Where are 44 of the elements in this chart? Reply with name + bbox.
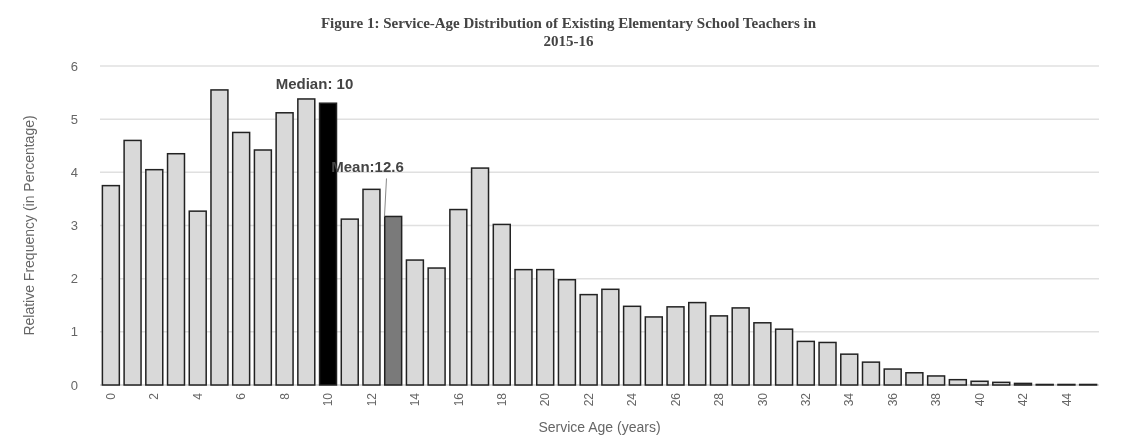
x-tick-label: 42 <box>1016 392 1031 407</box>
y-tick-label: 2 <box>70 271 78 287</box>
x-tick-label: 6 <box>234 392 249 400</box>
chart-title: Figure 1: Service-Age Distribution of Existing Elementary School Teachers in 2015-16 <box>320 15 817 49</box>
x-tick-label: 30 <box>755 392 770 407</box>
y-tick-label: 5 <box>70 111 78 127</box>
x-tick-label: 0 <box>104 392 119 400</box>
bar <box>926 375 946 386</box>
x-tick-label: 28 <box>712 392 727 407</box>
x-tick-label: 12 <box>364 392 379 407</box>
x-tick-label: 2 <box>147 392 162 400</box>
x-axis-title: Service Age (years) <box>538 419 661 435</box>
annotation: Median: 10 <box>275 75 354 93</box>
x-tick-label: 22 <box>581 392 596 407</box>
bar <box>861 361 881 386</box>
x-tick-label: 24 <box>625 392 640 407</box>
x-tick-label: 40 <box>972 392 987 407</box>
bar <box>383 215 403 386</box>
x-tick-label: 8 <box>277 392 292 400</box>
x-tick-label: 10 <box>321 392 336 407</box>
bar <box>905 372 924 386</box>
y-tick-label: 1 <box>70 324 78 340</box>
x-tick-label: 26 <box>668 392 683 407</box>
y-axis-title: Relative Frequency (in Percentage) <box>21 115 37 336</box>
y-tick-label: 4 <box>70 164 78 180</box>
x-tick-label: 18 <box>494 392 509 407</box>
x-tick-label: 34 <box>842 392 857 407</box>
x-tick-label: 16 <box>451 392 466 407</box>
x-tick-label: 32 <box>799 392 814 407</box>
y-tick-label: 6 <box>70 58 78 74</box>
bar <box>948 378 968 386</box>
x-tick-label: 20 <box>538 392 553 407</box>
y-tick-label: 3 <box>70 218 78 234</box>
x-tick-label: 36 <box>885 392 900 407</box>
bar <box>883 368 902 386</box>
bar <box>992 381 1011 386</box>
bar <box>818 341 837 386</box>
bar <box>796 340 816 386</box>
bar <box>970 380 989 386</box>
bar <box>840 353 859 386</box>
x-tick-label: 38 <box>929 392 944 407</box>
x-tick-label: 14 <box>408 392 423 407</box>
x-tick-label: 4 <box>190 392 205 400</box>
x-tick-label: 44 <box>1059 392 1074 407</box>
